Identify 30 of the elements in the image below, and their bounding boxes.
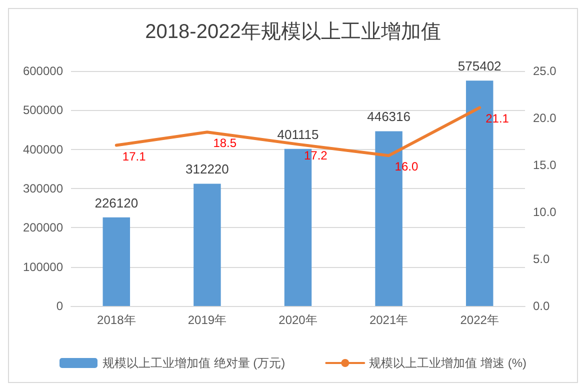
legend-label: 规模以上工业增加值 绝对量 (万元)	[102, 356, 286, 370]
data-label: 401115	[277, 126, 319, 142]
x-tick-label: 2022年	[460, 313, 499, 327]
data-label: 226120	[94, 195, 138, 210]
y-tick-label: 300000	[22, 182, 64, 196]
y2-tick-label: 15.0	[533, 158, 557, 172]
y-tick-label: 500000	[22, 103, 64, 118]
y2-tick-label: 20.0	[533, 111, 557, 125]
x-tick-label: 2019年	[188, 313, 227, 327]
y2-tick-label: 0.0	[533, 299, 550, 313]
data-label: 446316	[367, 109, 410, 124]
y-tick-label: 400000	[22, 142, 64, 156]
x-tick-label: 2021年	[369, 313, 408, 327]
y-tick-label: 100000	[22, 260, 64, 274]
data-label: 18.5	[213, 136, 237, 150]
data-label: 17.1	[122, 149, 146, 164]
y2-tick-label: 5.0	[533, 252, 550, 266]
data-label: 575402	[458, 58, 502, 74]
bar	[194, 184, 221, 306]
x-tick-label: 2018年	[97, 313, 136, 327]
legend-label: 规模以上工业增加值 增速 (%)	[369, 356, 527, 370]
y2-tick-label: 10.0	[533, 205, 557, 219]
bar	[102, 217, 130, 306]
y-tick-label: 600000	[22, 64, 64, 78]
chart-title: 2018-2022年规模以上工业增加值	[145, 21, 441, 43]
y2-tick-label: 25.0	[533, 64, 557, 78]
data-label: 312220	[186, 162, 229, 177]
y-tick-label: 200000	[22, 220, 64, 235]
y-tick-label: 0	[56, 299, 64, 313]
x-tick-label: 2020年	[278, 313, 318, 327]
